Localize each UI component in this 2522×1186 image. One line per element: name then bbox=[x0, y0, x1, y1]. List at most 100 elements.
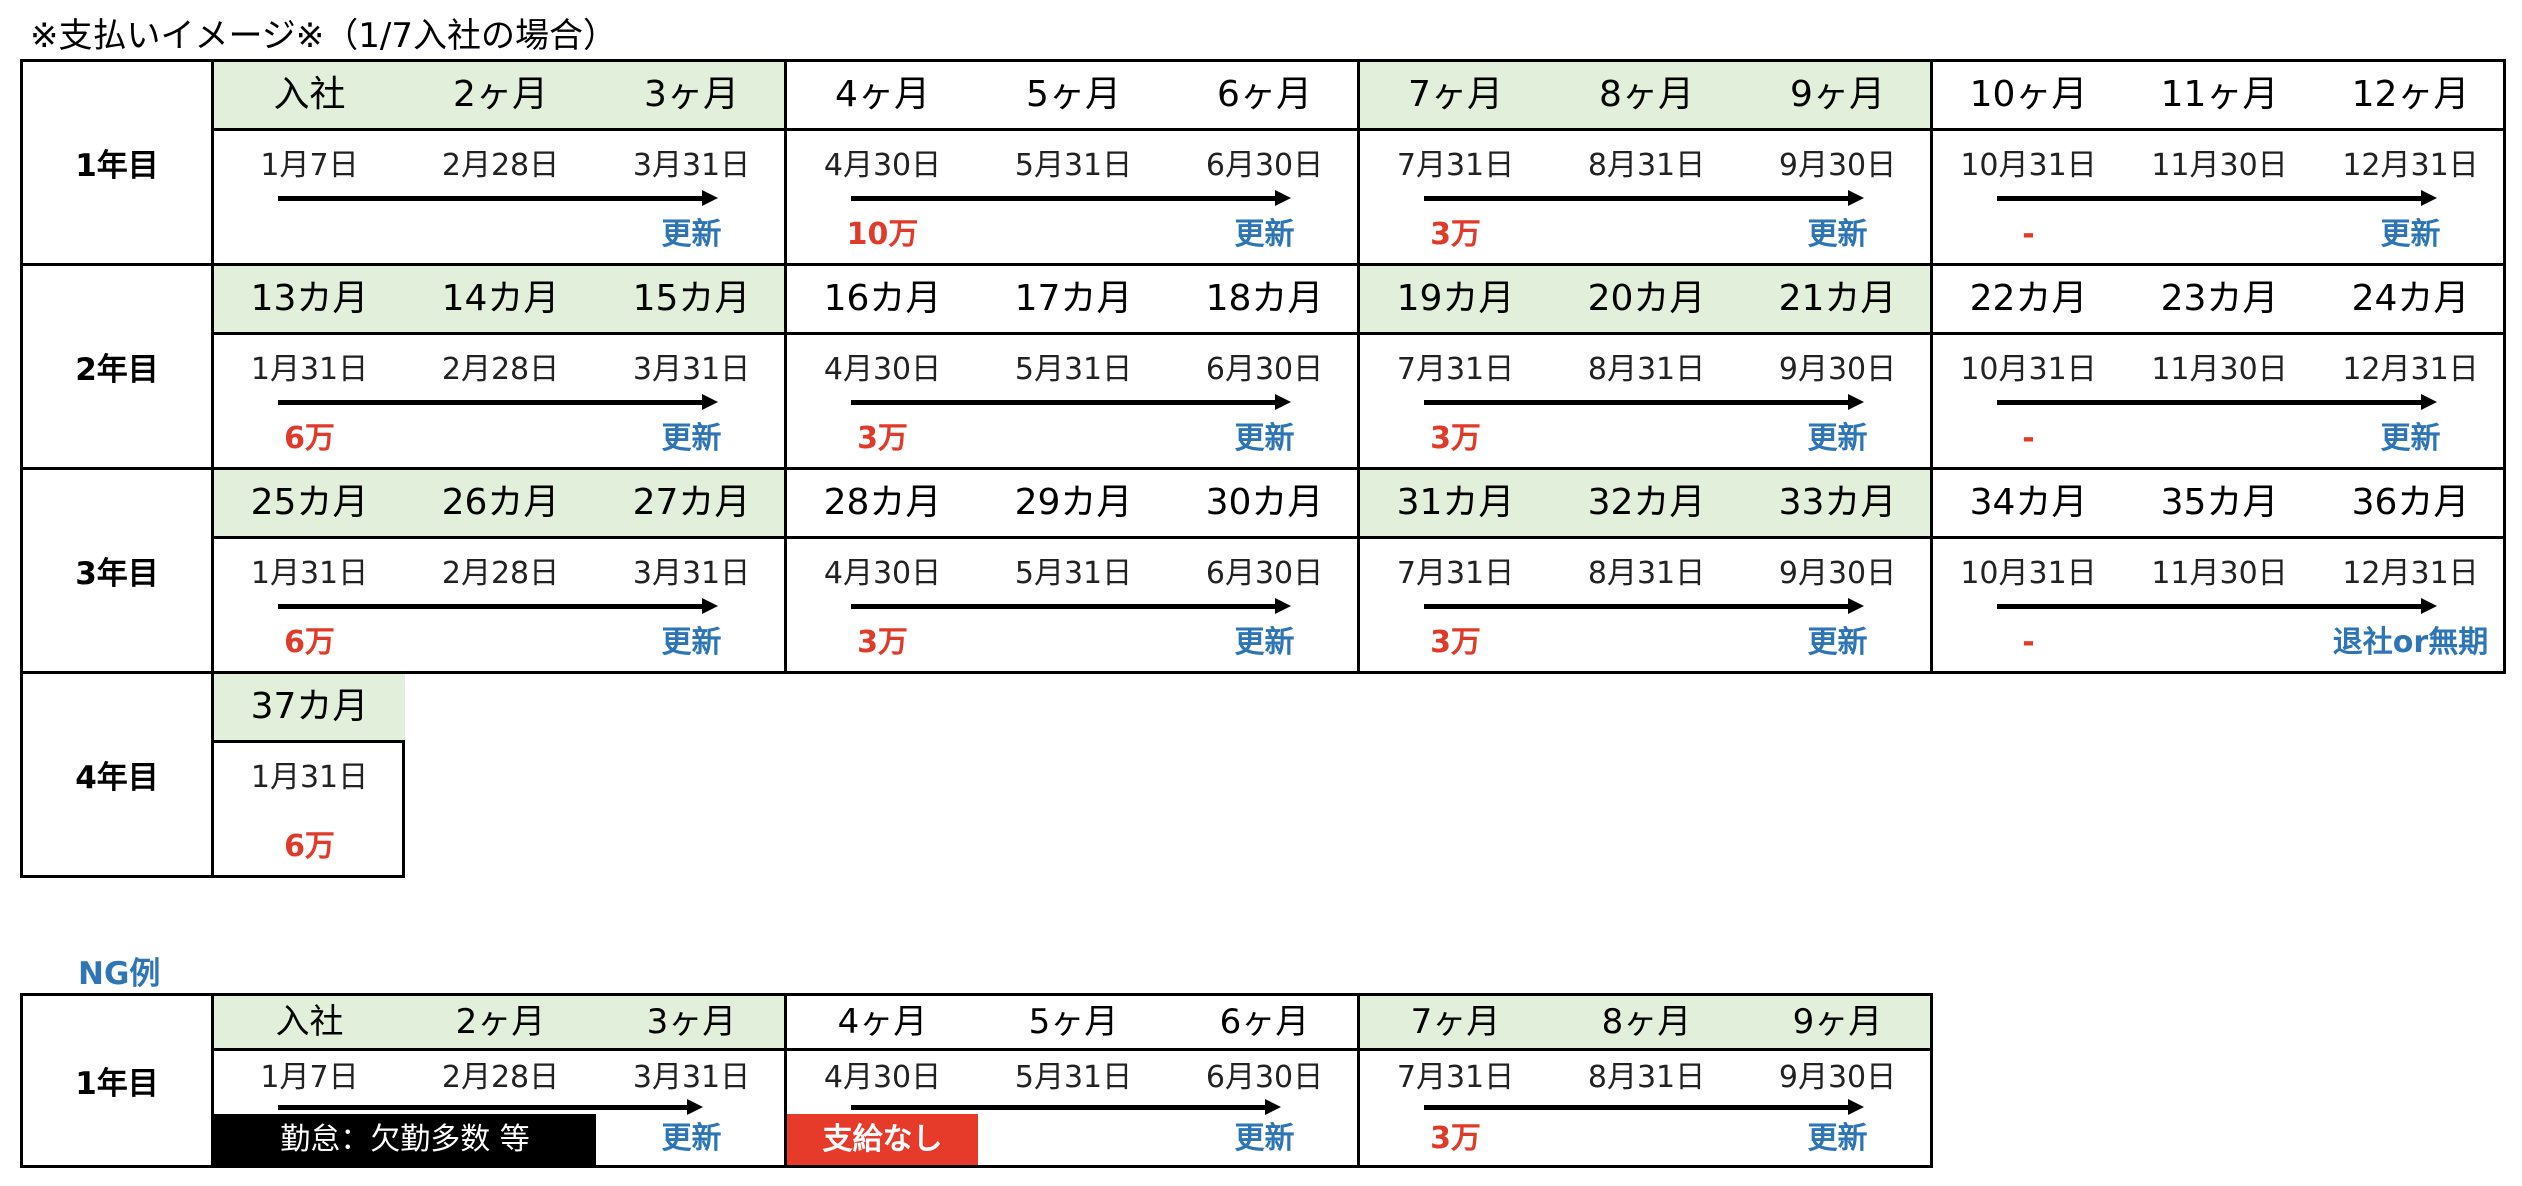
payment-amount: 3万 bbox=[1430, 217, 1481, 252]
renewal-note: 更新 bbox=[1234, 1121, 1295, 1156]
arrow-head bbox=[702, 394, 718, 410]
arrow-head bbox=[687, 1099, 703, 1115]
quarter-block: 入社 2ヶ月 3ヶ月 1月7日 2月28日 3月31日 更新 勤怠：欠勤多数 等 bbox=[214, 996, 787, 1165]
arrow-head bbox=[1848, 1099, 1864, 1115]
arrow-line bbox=[1424, 400, 1852, 405]
arrow-line bbox=[1997, 400, 2425, 405]
date-label: 5月31日 bbox=[1014, 148, 1133, 183]
date-label: 7月31日 bbox=[1396, 352, 1515, 387]
month-label: 28カ月 bbox=[823, 482, 942, 523]
arrow-head bbox=[1275, 190, 1291, 206]
year-row: 2年目 13カ月 14カ月 15カ月 1月31日 2月28日 3月31日 6万 更新 16カ月 17… bbox=[20, 263, 2506, 470]
renewal-note: 更新 bbox=[2380, 217, 2441, 252]
quarter-block: 4ヶ月 5ヶ月 6ヶ月 4月30日 5月31日 6月30日 更新 支給なし bbox=[784, 996, 1357, 1165]
arrow-head bbox=[2421, 394, 2437, 410]
month-label: 35カ月 bbox=[2160, 482, 2279, 523]
month-label: 9ヶ月 bbox=[1790, 74, 1885, 115]
date-label: 11月30日 bbox=[2151, 556, 2288, 591]
month-label: 3ヶ月 bbox=[644, 74, 739, 115]
date-label: 5月31日 bbox=[1014, 352, 1133, 387]
month-label: 4ヶ月 bbox=[837, 1002, 928, 1042]
payment-amount: 3万 bbox=[857, 625, 908, 660]
renewal-note: 更新 bbox=[1807, 217, 1868, 252]
arrow-line bbox=[278, 400, 706, 405]
arrow-line bbox=[278, 1105, 691, 1110]
renewal-note: 更新 bbox=[661, 1121, 722, 1156]
timeline-arrow bbox=[1424, 1099, 1864, 1117]
timeline-arrow bbox=[1997, 598, 2437, 616]
quarter-block: 入社 2ヶ月 3ヶ月 1月7日 2月28日 3月31日 更新 bbox=[214, 62, 787, 263]
month-header: 10ヶ月 11ヶ月 12ヶ月 bbox=[1933, 62, 2503, 131]
arrow-line bbox=[851, 604, 1279, 609]
month-header: 31カ月 32カ月 33カ月 bbox=[1360, 470, 1930, 539]
month-label: 8ヶ月 bbox=[1599, 74, 1694, 115]
date-label: 2月28日 bbox=[441, 148, 560, 183]
date-label: 12月31日 bbox=[2342, 556, 2479, 591]
quarter-block: 7ヶ月 8ヶ月 9ヶ月 7月31日 8月31日 9月30日 3万 更新 bbox=[1357, 62, 1930, 263]
date-label: 12月31日 bbox=[2342, 352, 2479, 387]
payment-amount: - bbox=[2022, 421, 2035, 456]
quarter-block: 37カ月 1月31日 6万 bbox=[214, 674, 405, 875]
date-label: 2月28日 bbox=[441, 352, 560, 387]
date-label: 9月30日 bbox=[1778, 556, 1897, 591]
quarter-block: 16カ月 17カ月 18カ月 4月30日 5月31日 6月30日 3万 更新 bbox=[784, 266, 1357, 467]
month-label: 25カ月 bbox=[250, 482, 369, 523]
month-header: 34カ月 35カ月 36カ月 bbox=[1933, 470, 2503, 539]
month-header: 13カ月 14カ月 15カ月 bbox=[214, 266, 787, 335]
date-label: 4月30日 bbox=[823, 556, 942, 591]
timeline-arrow bbox=[278, 394, 718, 412]
quarter-block: 19カ月 20カ月 21カ月 7月31日 8月31日 9月30日 3万 更新 bbox=[1357, 266, 1930, 467]
arrow-line bbox=[1424, 604, 1852, 609]
no-payment-box: 支給なし bbox=[787, 1114, 978, 1165]
arrow-line bbox=[1424, 196, 1852, 201]
date-label: 3月31日 bbox=[632, 352, 751, 387]
payment-amount: - bbox=[2022, 625, 2035, 660]
month-label: 7ヶ月 bbox=[1408, 74, 1503, 115]
month-label: 6ヶ月 bbox=[1217, 74, 1312, 115]
quarter-block: 25カ月 26カ月 27カ月 1月31日 2月28日 3月31日 6万 更新 bbox=[214, 470, 787, 671]
renewal-note: 更新 bbox=[1807, 625, 1868, 660]
arrow-line bbox=[1424, 1105, 1852, 1110]
date-label: 8月31日 bbox=[1587, 352, 1706, 387]
month-label: 19カ月 bbox=[1396, 278, 1515, 319]
date-label: 9月30日 bbox=[1778, 1060, 1897, 1095]
year-label: 1年目 bbox=[23, 62, 214, 263]
month-header: 4ヶ月 5ヶ月 6ヶ月 bbox=[787, 62, 1357, 131]
month-header: 19カ月 20カ月 21カ月 bbox=[1360, 266, 1930, 335]
date-label: 3月31日 bbox=[632, 148, 751, 183]
date-label: 8月31日 bbox=[1587, 1060, 1706, 1095]
renewal-note: 更新 bbox=[1807, 1121, 1868, 1156]
month-label: 22カ月 bbox=[1969, 278, 2088, 319]
arrow-line bbox=[851, 1105, 1269, 1110]
year-row: 3年目 25カ月 26カ月 27カ月 1月31日 2月28日 3月31日 6万 更新 28カ月 29… bbox=[20, 467, 2506, 674]
month-header: 16カ月 17カ月 18カ月 bbox=[787, 266, 1357, 335]
date-label: 3月31日 bbox=[632, 1060, 751, 1095]
renewal-note: 更新 bbox=[1234, 217, 1295, 252]
month-label: 15カ月 bbox=[632, 278, 751, 319]
year-row: 4年目 37カ月 1月31日 6万 bbox=[20, 671, 405, 878]
month-label: 入社 bbox=[273, 74, 346, 115]
timeline-arrow bbox=[851, 394, 1291, 412]
year-label: 4年目 bbox=[23, 674, 214, 875]
date-label: 6月30日 bbox=[1205, 556, 1324, 591]
month-label: 13カ月 bbox=[250, 278, 369, 319]
quarter-block: 4ヶ月 5ヶ月 6ヶ月 4月30日 5月31日 6月30日 10万 更新 bbox=[784, 62, 1357, 263]
arrow-head bbox=[1848, 394, 1864, 410]
month-label: 12ヶ月 bbox=[2351, 74, 2470, 115]
date-label: 2月28日 bbox=[441, 556, 560, 591]
month-label: 14カ月 bbox=[441, 278, 560, 319]
month-label: 31カ月 bbox=[1396, 482, 1515, 523]
month-label: 5ヶ月 bbox=[1028, 1002, 1119, 1042]
month-header: 28カ月 29カ月 30カ月 bbox=[787, 470, 1357, 539]
date-label: 1月7日 bbox=[260, 1060, 359, 1095]
renewal-note: 更新 bbox=[661, 217, 722, 252]
renewal-note: 更新 bbox=[1807, 421, 1868, 456]
payment-amount: 6万 bbox=[284, 625, 335, 660]
month-header: 7ヶ月 8ヶ月 9ヶ月 bbox=[1360, 62, 1930, 131]
month-label: 4ヶ月 bbox=[835, 74, 930, 115]
timeline-arrow bbox=[851, 598, 1291, 616]
date-label: 2月28日 bbox=[441, 1060, 560, 1095]
month-label: 3ヶ月 bbox=[646, 1002, 737, 1042]
arrow-line bbox=[278, 604, 706, 609]
